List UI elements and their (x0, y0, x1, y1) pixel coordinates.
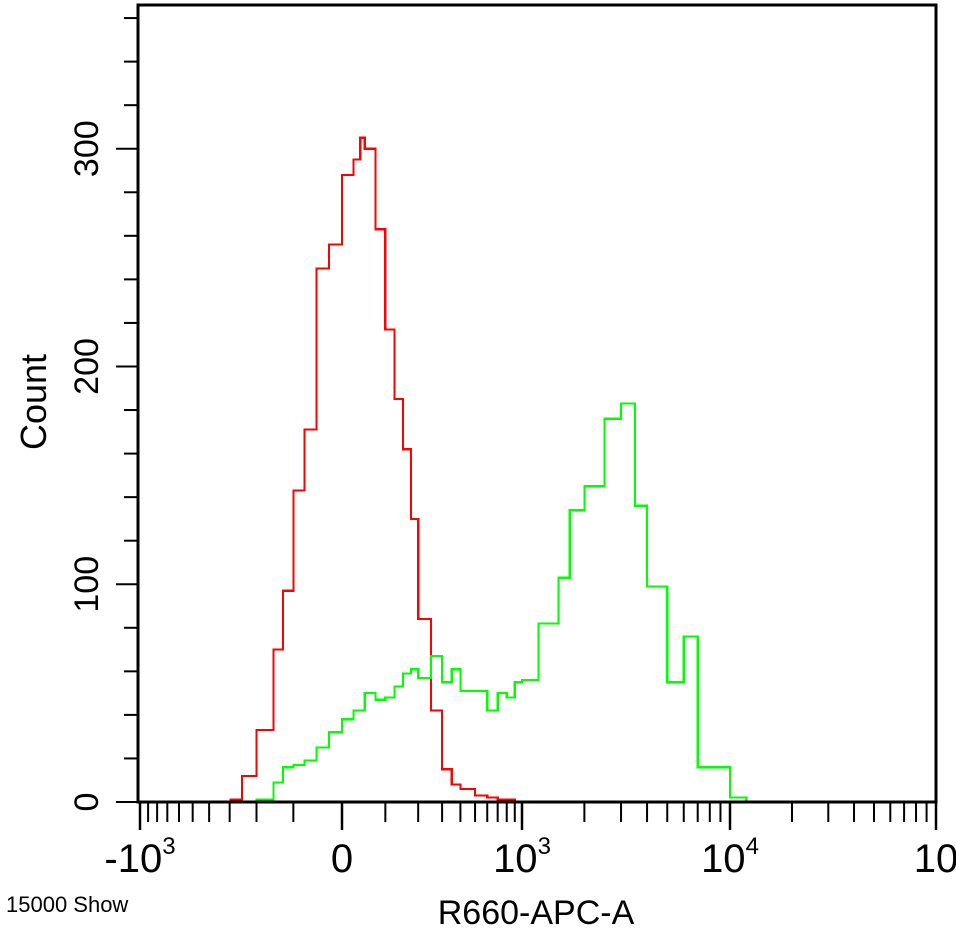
axes: 0 100 200 300 -103 0 103 104 10 (68, 3, 956, 881)
y-tick-label: 100 (68, 556, 106, 613)
y-axis-label: Count (13, 354, 54, 450)
y-tick-label: 200 (68, 338, 106, 395)
plot-frame (136, 3, 938, 804)
event-count-footnote: 15000 Show (6, 892, 128, 917)
series-control-line (229, 136, 516, 802)
x-tick-label: 10 (914, 837, 956, 881)
x-tick-exponent: 4 (746, 833, 759, 860)
x-tick-exponent: 3 (538, 833, 551, 860)
x-tick-label: 103 (493, 833, 551, 881)
x-tick-label: 0 (331, 837, 353, 881)
x-axis-label: R660-APC-A (438, 894, 635, 932)
histogram-curves (229, 136, 748, 804)
series-stained-line (242, 402, 748, 804)
x-tick-label: -103 (104, 833, 175, 881)
y-tick-label: 0 (68, 793, 106, 812)
x-tick-label: 104 (701, 833, 759, 881)
x-tick-exponent: 3 (162, 833, 175, 860)
y-tick-label: 300 (68, 120, 106, 177)
